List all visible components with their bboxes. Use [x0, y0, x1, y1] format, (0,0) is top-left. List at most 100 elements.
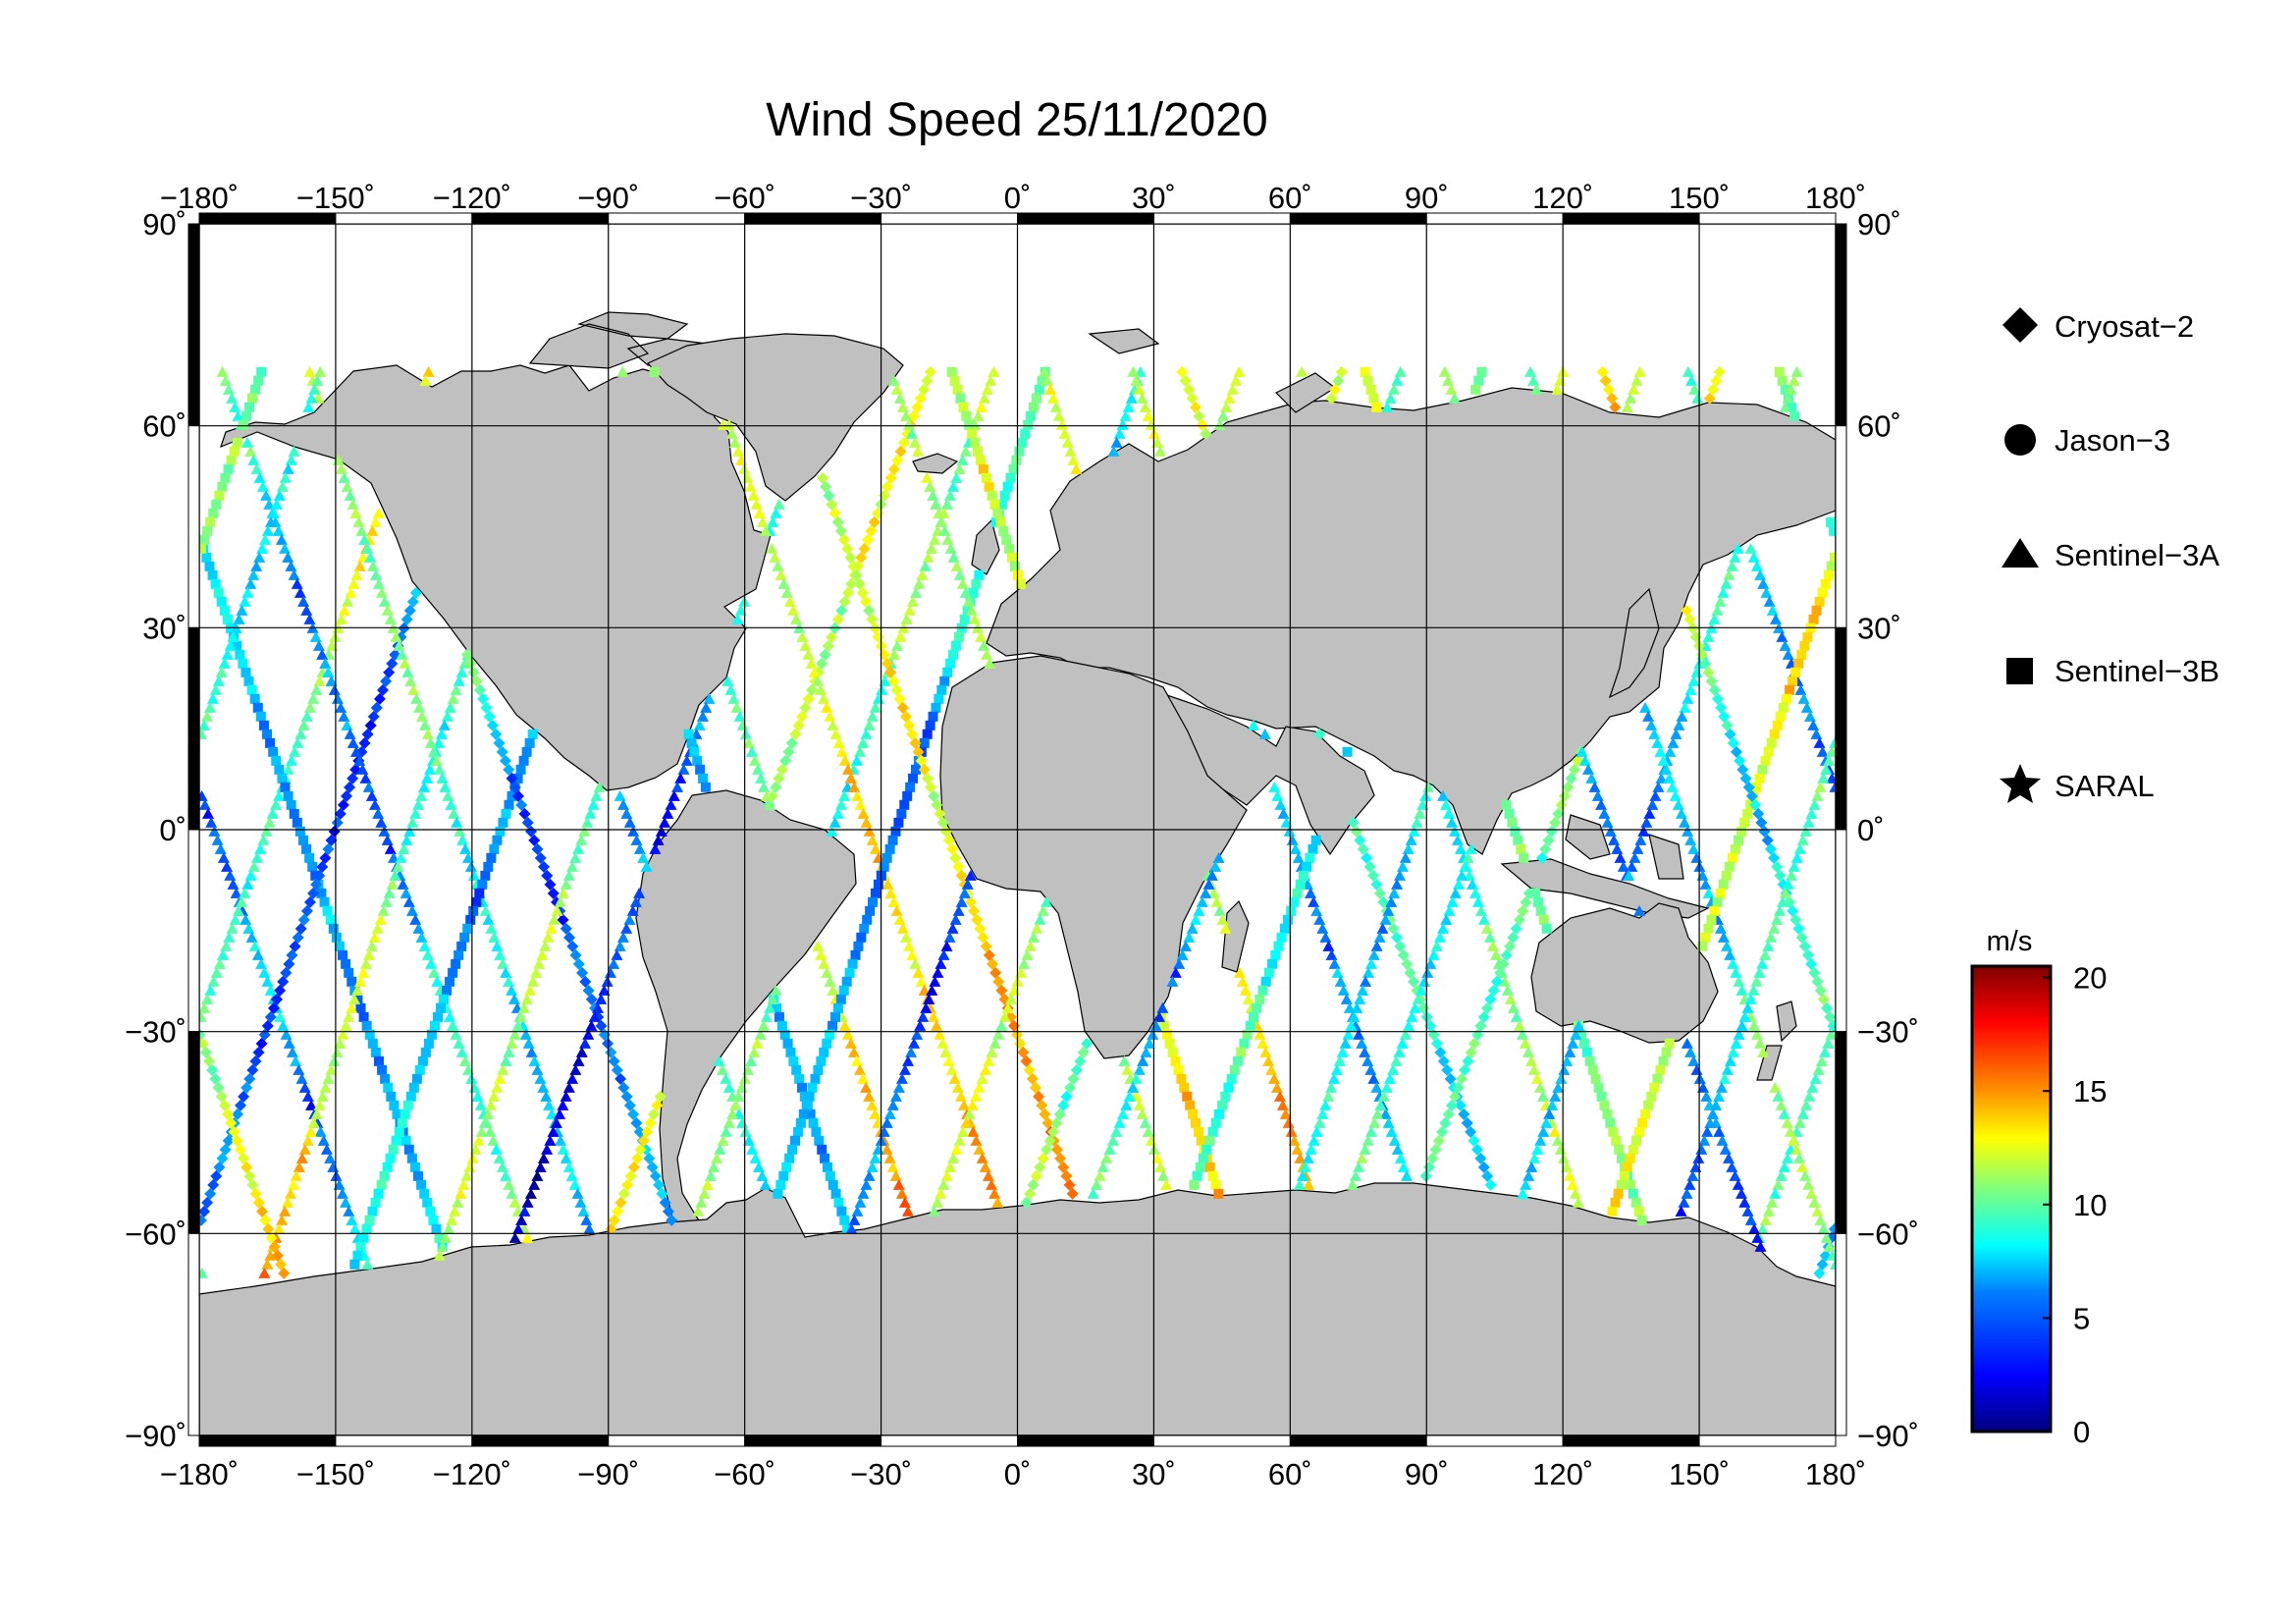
- wind-speed-sample: [548, 913, 561, 925]
- wind-speed-sample: [226, 392, 239, 404]
- wind-speed-sample: [470, 675, 483, 687]
- wind-speed-sample: [1137, 1055, 1149, 1066]
- wind-speed-sample: [579, 975, 592, 988]
- wind-speed-sample: [251, 948, 264, 960]
- wind-speed-sample: [1368, 393, 1379, 404]
- wind-speed-sample: [372, 577, 385, 589]
- wind-speed-sample: [243, 402, 254, 412]
- wind-speed-sample: [1679, 701, 1691, 713]
- wind-speed-sample: [587, 798, 600, 810]
- wind-speed-sample: [1164, 1038, 1175, 1049]
- wind-speed-sample: [297, 719, 310, 730]
- wind-speed-sample: [714, 1143, 726, 1155]
- wind-speed-sample: [1772, 1090, 1785, 1102]
- wind-speed-sample: [1399, 851, 1412, 863]
- wind-speed-sample: [950, 471, 963, 483]
- wind-speed-sample: [1705, 675, 1718, 687]
- wind-speed-sample: [386, 657, 399, 670]
- lon-tick-label: −120˚: [433, 1457, 511, 1491]
- wind-speed-sample: [641, 1125, 654, 1138]
- wind-speed-sample: [1678, 816, 1690, 828]
- wind-speed-sample: [909, 957, 922, 969]
- wind-speed-sample: [838, 754, 851, 766]
- wind-speed-sample: [1708, 683, 1721, 696]
- wind-speed-sample: [298, 1143, 311, 1155]
- wind-speed-sample: [866, 834, 879, 845]
- lon-tick-label: 120˚: [1532, 1457, 1593, 1491]
- wind-speed-sample: [1501, 984, 1514, 996]
- wind-speed-sample: [273, 789, 286, 801]
- wind-speed-sample: [384, 613, 397, 624]
- wind-speed-sample: [627, 825, 640, 837]
- wind-speed-sample: [319, 657, 332, 669]
- wind-speed-sample: [1752, 807, 1765, 820]
- wind-speed-sample: [1058, 427, 1071, 439]
- wind-speed-sample: [1454, 1099, 1467, 1111]
- lon-tick-label: 90˚: [1405, 1457, 1449, 1491]
- wind-speed-sample: [477, 879, 488, 890]
- wind-speed-sample: [451, 816, 463, 828]
- border-segment: [1562, 1434, 1700, 1447]
- wind-speed-sample: [1697, 1081, 1710, 1093]
- wind-speed-sample: [831, 515, 844, 528]
- wind-speed-sample: [209, 683, 222, 695]
- wind-speed-sample: [1268, 1072, 1281, 1084]
- wind-speed-sample: [648, 1108, 661, 1120]
- wind-speed-sample: [780, 586, 793, 598]
- wind-speed-sample: [560, 1090, 572, 1102]
- wind-speed-sample: [983, 948, 995, 961]
- lon-tick-label: 90˚: [1405, 181, 1449, 215]
- wind-speed-sample: [869, 1108, 881, 1119]
- wind-speed-sample: [477, 692, 490, 705]
- wind-speed-sample: [212, 675, 225, 686]
- wind-speed-sample: [1020, 1196, 1033, 1209]
- wind-speed-sample: [826, 498, 838, 511]
- wind-speed-sample: [263, 816, 276, 828]
- wind-speed-sample: [288, 568, 300, 580]
- wind-speed-sample: [215, 1090, 228, 1103]
- wind-speed-sample: [829, 728, 842, 739]
- wind-speed-sample: [899, 1063, 912, 1075]
- wind-speed-sample: [1223, 392, 1236, 404]
- wind-speed-sample: [770, 984, 782, 996]
- wind-speed-sample: [1828, 1222, 1836, 1235]
- wind-speed-sample: [364, 719, 377, 731]
- wind-speed-sample: [1682, 365, 1694, 377]
- wind-speed-sample: [1823, 754, 1836, 766]
- wind-speed-sample: [850, 1055, 863, 1066]
- wind-speed-sample: [472, 1134, 485, 1146]
- wind-speed-sample: [1454, 842, 1467, 854]
- wind-speed-sample: [1711, 692, 1724, 705]
- legend-label: Jason−3: [2055, 423, 2170, 458]
- wind-speed-sample: [915, 754, 928, 767]
- wind-speed-sample: [1242, 1029, 1253, 1040]
- wind-speed-sample: [1689, 1161, 1702, 1172]
- wind-speed-sample: [223, 931, 236, 943]
- wind-speed-sample: [1026, 410, 1037, 421]
- wind-speed-sample: [1179, 374, 1192, 387]
- wind-speed-sample: [1011, 455, 1022, 465]
- wind-speed-sample: [451, 958, 461, 969]
- wind-speed-sample: [539, 940, 552, 951]
- wind-speed-sample: [1388, 887, 1401, 898]
- wind-speed-sample: [1437, 1055, 1450, 1067]
- wind-speed-sample: [1404, 966, 1416, 979]
- wind-speed-sample: [531, 842, 544, 855]
- wind-speed-sample: [358, 736, 371, 749]
- wind-speed-sample: [979, 1063, 991, 1075]
- wind-speed-sample: [1676, 710, 1688, 722]
- wind-speed-sample: [1585, 772, 1598, 784]
- wind-speed-sample: [354, 975, 367, 987]
- wind-speed-sample: [521, 746, 532, 757]
- wind-speed-sample: [1463, 869, 1475, 881]
- wind-speed-sample: [418, 719, 431, 730]
- wind-speed-sample: [1226, 383, 1239, 395]
- lat-tick-label: 60˚: [1857, 409, 1901, 444]
- wind-speed-sample: [512, 773, 523, 784]
- wind-speed-sample: [367, 560, 380, 571]
- wind-speed-sample: [1584, 1055, 1595, 1066]
- wind-speed-sample: [427, 745, 440, 757]
- wind-speed-sample: [267, 507, 280, 518]
- wind-speed-sample: [467, 869, 480, 881]
- lon-tick-label: −60˚: [714, 181, 775, 215]
